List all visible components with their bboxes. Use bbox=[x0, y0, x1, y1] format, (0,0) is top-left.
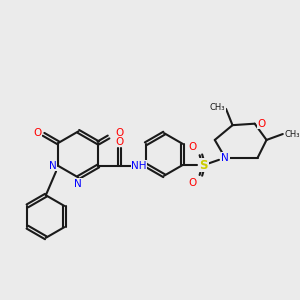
Text: O: O bbox=[116, 128, 124, 138]
Text: O: O bbox=[257, 119, 265, 129]
Text: CH₃: CH₃ bbox=[210, 103, 226, 112]
Text: O: O bbox=[33, 128, 41, 138]
Text: O: O bbox=[189, 142, 197, 152]
Text: O: O bbox=[116, 137, 124, 147]
Text: N: N bbox=[49, 161, 57, 171]
Text: N: N bbox=[221, 153, 229, 163]
Text: CH₃: CH₃ bbox=[284, 130, 300, 139]
Text: N: N bbox=[49, 161, 57, 171]
Text: N: N bbox=[74, 178, 82, 188]
Text: NH: NH bbox=[131, 161, 147, 171]
Text: NH: NH bbox=[131, 161, 147, 171]
Text: N: N bbox=[221, 153, 229, 163]
Text: N: N bbox=[74, 179, 82, 189]
Text: S: S bbox=[200, 159, 208, 172]
Text: O: O bbox=[189, 178, 197, 188]
